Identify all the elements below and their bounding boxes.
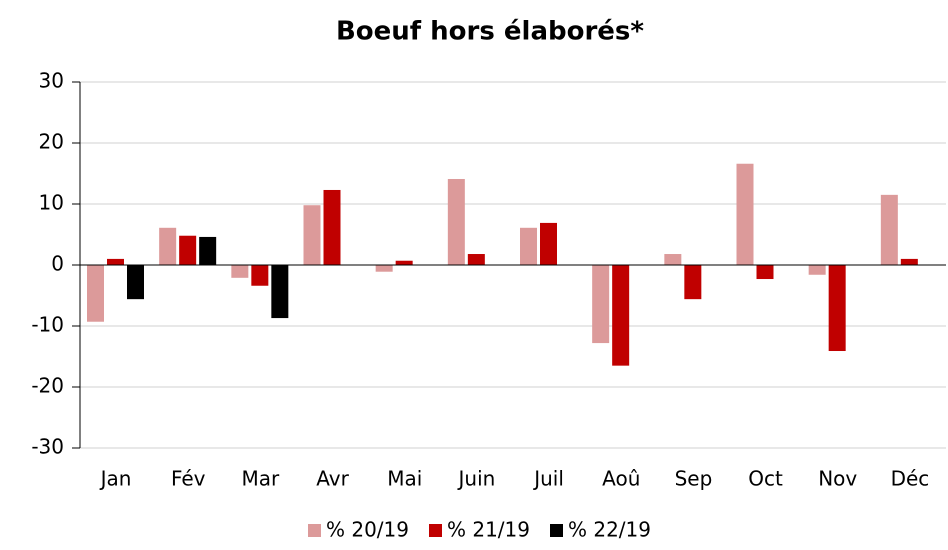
bar (271, 265, 289, 319)
y-tick-label: 30 (39, 69, 64, 93)
bar (127, 265, 144, 300)
x-tick-label: Fév (171, 467, 206, 491)
bar (684, 265, 702, 300)
bar (159, 227, 177, 265)
y-tick-label: 0 (51, 252, 64, 276)
bar (808, 265, 826, 275)
bar (540, 222, 557, 265)
x-tick-label: Aoû (602, 467, 640, 491)
x-tick-label: Juin (457, 467, 496, 491)
bar (900, 258, 918, 265)
bar (828, 265, 846, 352)
legend-swatch (429, 524, 442, 537)
bar (447, 178, 465, 265)
y-tick-label: 10 (39, 191, 64, 215)
chart-title: Boeuf hors élaborés* (336, 17, 644, 47)
x-tick-label: Jan (99, 467, 132, 491)
y-tick-label: 20 (39, 130, 64, 154)
y-tick-label: -20 (31, 374, 64, 398)
bar (251, 265, 269, 286)
y-tick-label: -10 (31, 313, 64, 337)
x-tick-label: Déc (891, 467, 930, 491)
legend-label: % 22/19 (568, 518, 651, 542)
y-tick-label: -30 (31, 435, 64, 459)
legend-swatch (550, 524, 563, 537)
bar (736, 163, 754, 265)
x-tick-label: Mai (387, 467, 422, 491)
x-tick-label: Oct (748, 467, 783, 491)
bar (395, 260, 413, 265)
bar (179, 235, 197, 265)
bar (375, 265, 393, 272)
bar (303, 205, 321, 265)
bar (231, 265, 249, 278)
bar (880, 194, 898, 265)
bar (592, 265, 610, 344)
legend-swatch (308, 524, 321, 537)
x-tick-label: Avr (316, 467, 349, 491)
bar (87, 265, 104, 322)
x-tick-label: Juil (532, 467, 564, 491)
legend-label: % 21/19 (447, 518, 530, 542)
bar (756, 265, 774, 280)
bar (467, 254, 485, 265)
x-tick-label: Mar (242, 467, 281, 491)
bar (107, 258, 124, 265)
bar (199, 236, 217, 265)
legend-label: % 20/19 (326, 518, 409, 542)
x-tick-label: Nov (818, 467, 857, 491)
x-tick-label: Sep (675, 467, 713, 491)
bar (323, 189, 341, 265)
bar (664, 254, 682, 265)
bar (520, 227, 537, 265)
bar (612, 265, 630, 366)
